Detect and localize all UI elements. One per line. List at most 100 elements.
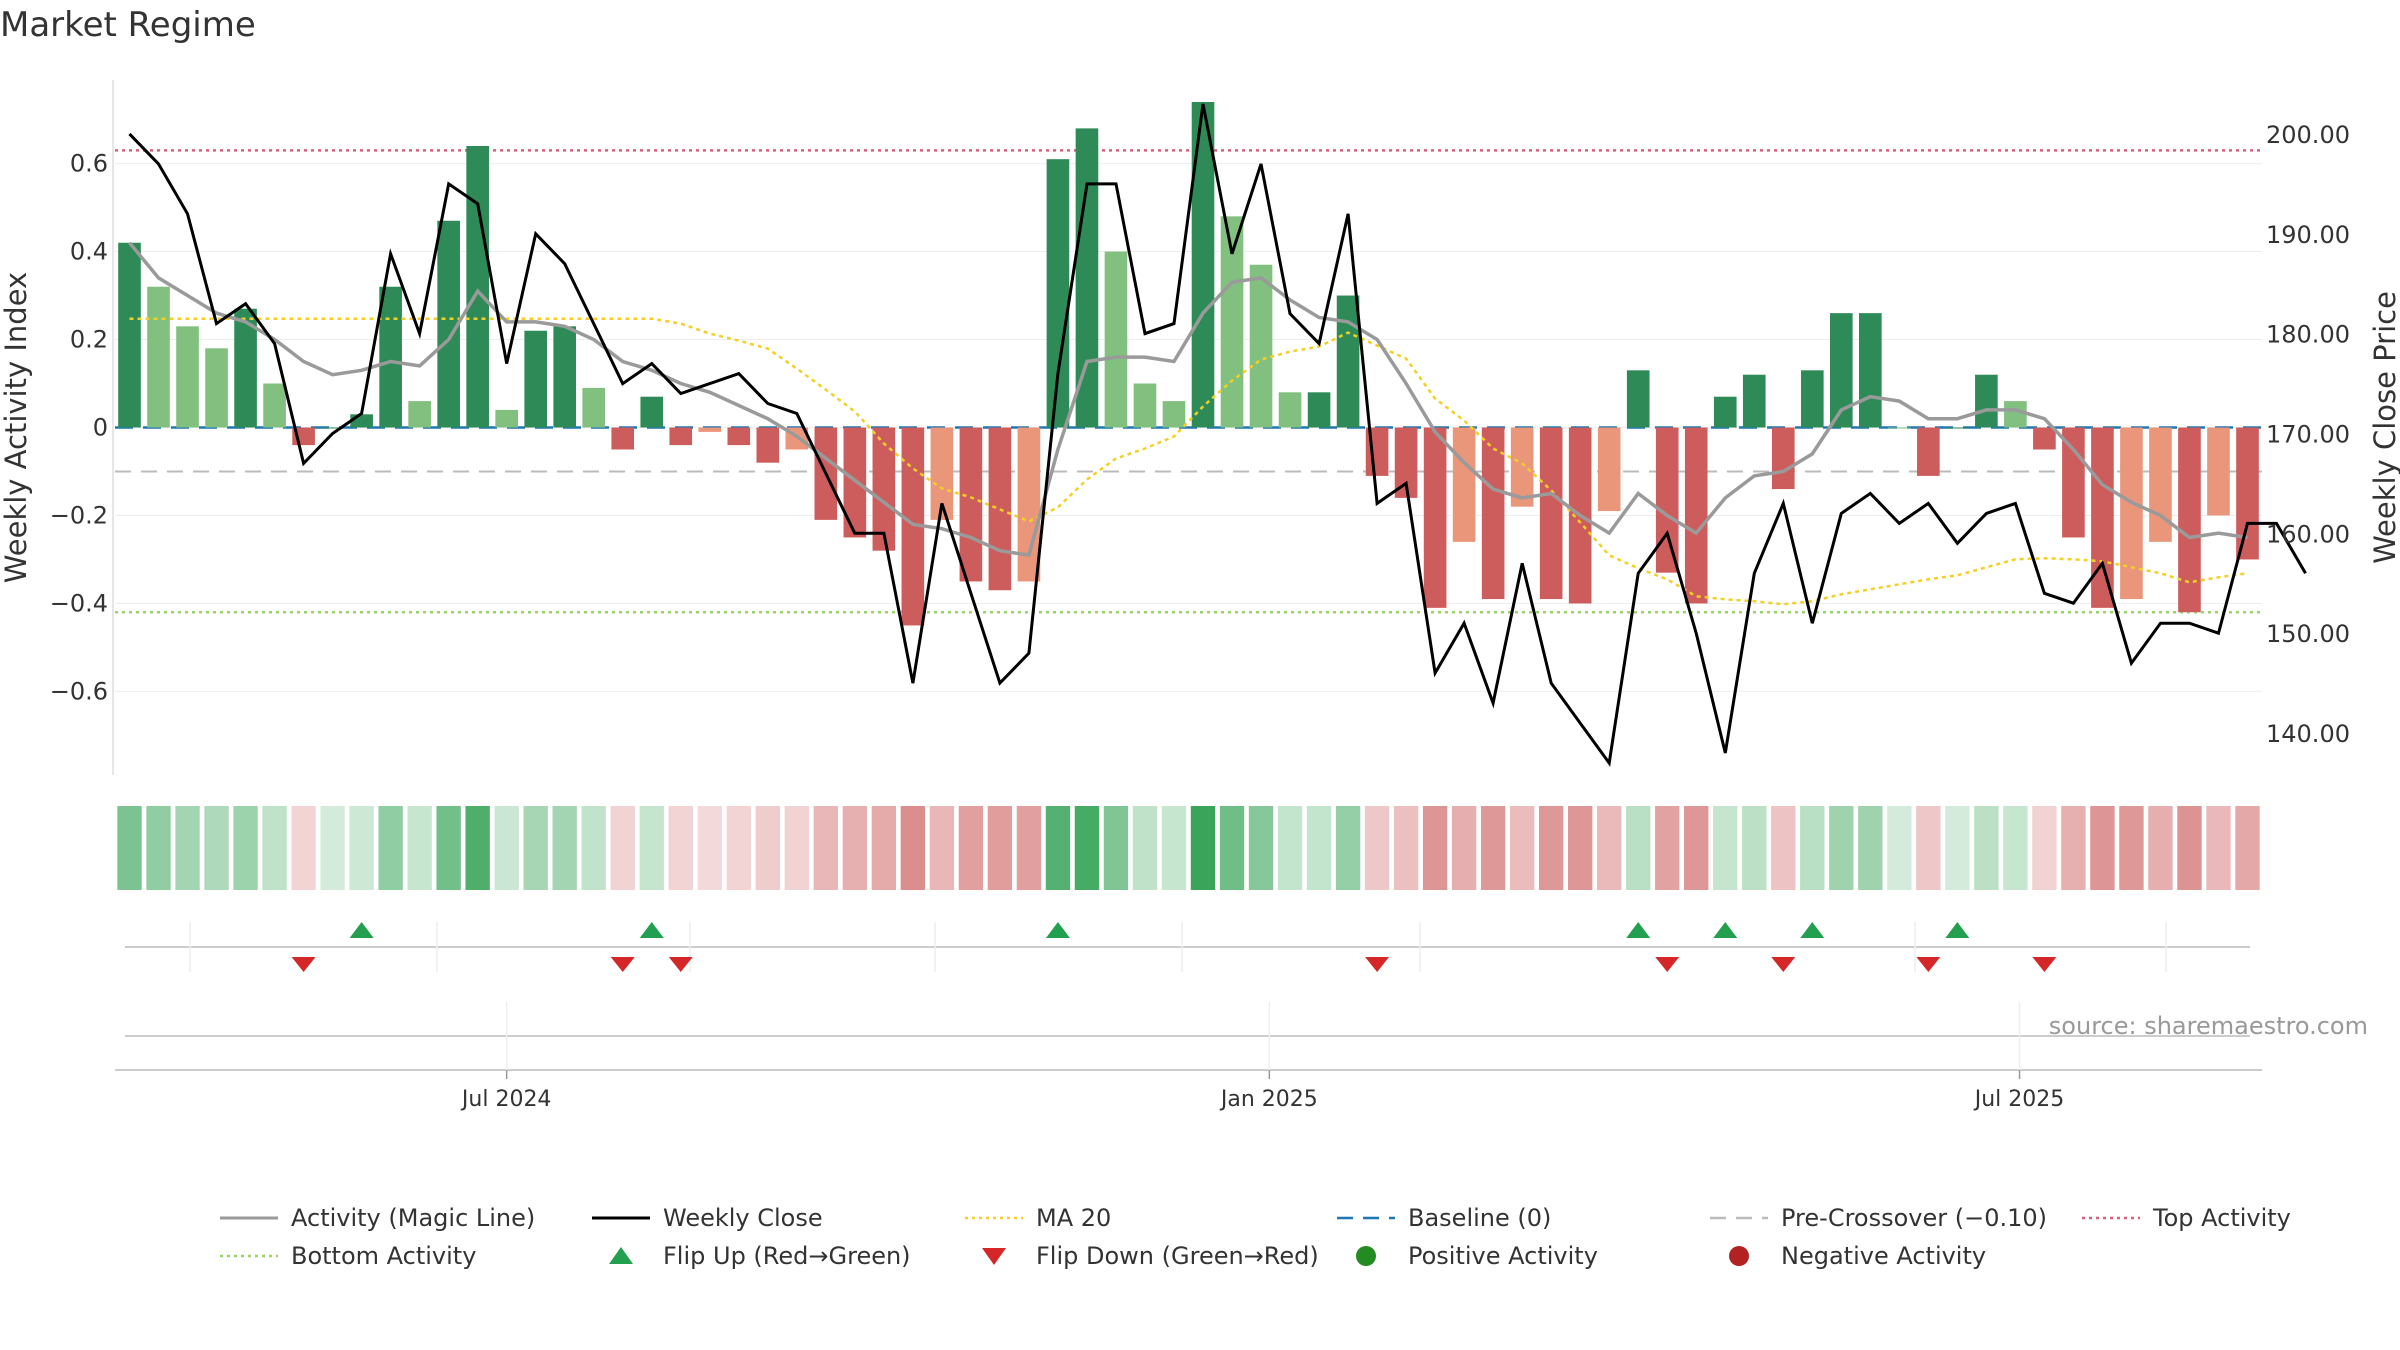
x-tick-label: Jul 2025: [1973, 1087, 2065, 1112]
heat-cell: [726, 806, 751, 890]
heat-cell: [407, 806, 432, 890]
heat-cell: [2177, 806, 2202, 890]
heat-cell: [291, 806, 316, 890]
activity-bar: [205, 348, 228, 428]
heat-cell: [1742, 806, 1767, 890]
activity-bar: [408, 401, 431, 428]
activity-bar: [1800, 370, 1824, 428]
legend-item: Activity (Magic Line): [220, 1204, 535, 1232]
legend-item: MA 20: [965, 1204, 1111, 1232]
legend-flip-up-icon: [609, 1247, 633, 1264]
y-tick-label: 0.4: [70, 238, 108, 266]
activity-bar: [437, 220, 460, 428]
activity-bar: [2062, 427, 2085, 538]
activity-bar: [1510, 427, 1534, 507]
heat-cell: [1277, 806, 1303, 890]
activity-bar: [1075, 128, 1099, 428]
activity-bar: [1336, 295, 1360, 428]
legend-item: Pre-Crossover (−0.10): [1710, 1204, 2047, 1232]
flip-up-marker: [349, 922, 374, 938]
regime-heat-strip: [117, 806, 2260, 890]
heat-cell: [813, 806, 839, 890]
activity-bar: [1481, 427, 1505, 600]
heat-cell: [871, 806, 897, 890]
activity-bar: [1191, 101, 1215, 428]
heat-cell: [987, 806, 1013, 890]
activity-bar: [872, 427, 896, 551]
activity-bar: [1597, 427, 1621, 512]
activity-bar: [1423, 427, 1447, 608]
activity-bar: [959, 427, 983, 582]
heat-cell: [1597, 806, 1622, 890]
activity-bar: [1626, 370, 1650, 428]
heat-cell: [900, 806, 926, 890]
activity-bar: [2004, 401, 2027, 428]
legend-label: MA 20: [1036, 1204, 1111, 1232]
activity-bar: [1829, 313, 1853, 428]
flip-up-marker: [639, 922, 664, 938]
activity-bar: [669, 427, 693, 446]
flip-down-marker: [2032, 957, 2057, 972]
flip-markers-panel: [125, 922, 2250, 972]
activity-bar: [1104, 251, 1128, 428]
heat-cell: [2003, 806, 2028, 890]
legend-label: Top Activity: [2152, 1204, 2291, 1232]
flip-down-marker: [1365, 957, 1390, 972]
legend-label: Baseline (0): [1408, 1204, 1551, 1232]
heat-cell: [581, 806, 606, 890]
heat-cell: [929, 806, 955, 890]
activity-bar: [1975, 374, 1998, 428]
legend-label: Flip Down (Green→Red): [1036, 1242, 1319, 1270]
legend-item: Flip Up (Red→Green): [609, 1242, 911, 1270]
activity-bar: [1017, 427, 1041, 582]
y2-tick-label: 170.00: [2266, 420, 2350, 448]
ma20-line: [129, 317, 2248, 606]
activity-bar: [1771, 427, 1795, 490]
x-tick-label: Jan 2025: [1219, 1087, 1318, 1112]
weekly-close-line: [128, 103, 2307, 767]
y2-tick-label: 150.00: [2266, 620, 2350, 648]
activity-bar: [2033, 427, 2056, 450]
y-tick-label: 0: [93, 414, 108, 442]
activity-bar: [1249, 264, 1273, 428]
heat-cell: [697, 806, 722, 890]
heat-cell: [668, 806, 693, 890]
heat-cell: [2061, 806, 2086, 890]
activity-bar: [495, 409, 518, 428]
heat-cell: [755, 806, 780, 890]
heat-cell: [552, 806, 577, 890]
legend-item: Negative Activity: [1729, 1242, 1986, 1270]
legend-item: Baseline (0): [1337, 1204, 1551, 1232]
heat-cell: [1974, 806, 1999, 890]
legend-item: Weekly Close: [592, 1204, 823, 1232]
heat-cell: [2032, 806, 2057, 890]
source-label: source: sharemaestro.com: [2049, 1012, 2368, 1040]
activity-bar: [2207, 427, 2230, 516]
heat-cell: [2148, 806, 2173, 890]
y-tick-label: 0.2: [70, 326, 108, 354]
x-tick-label: Jul 2024: [460, 1087, 552, 1112]
heat-cell: [204, 806, 229, 890]
heat-cell: [1800, 806, 1825, 890]
activity-bar: [2120, 427, 2143, 600]
heat-cell: [1713, 806, 1738, 890]
activity-bar: [2236, 427, 2259, 560]
flip-down-marker: [1655, 957, 1680, 972]
heat-cell: [378, 806, 403, 890]
flip-down-marker: [668, 957, 693, 972]
activity-bar: [553, 326, 577, 428]
heat-cell: [233, 806, 258, 890]
legend-label: Positive Activity: [1408, 1242, 1598, 1270]
heat-cell: [436, 806, 461, 890]
activity-bar: [2091, 427, 2114, 608]
heat-cell: [1509, 806, 1535, 890]
activity-bar: [1742, 374, 1766, 428]
heat-cell: [1103, 806, 1129, 890]
activity-bar: [1655, 427, 1679, 573]
activity-bar: [582, 387, 606, 428]
heat-cell: [1887, 806, 1912, 890]
legend-label: Bottom Activity: [291, 1242, 476, 1270]
heat-cell: [1306, 806, 1332, 890]
activity-bar: [350, 414, 373, 428]
activity-bar: [524, 330, 548, 428]
